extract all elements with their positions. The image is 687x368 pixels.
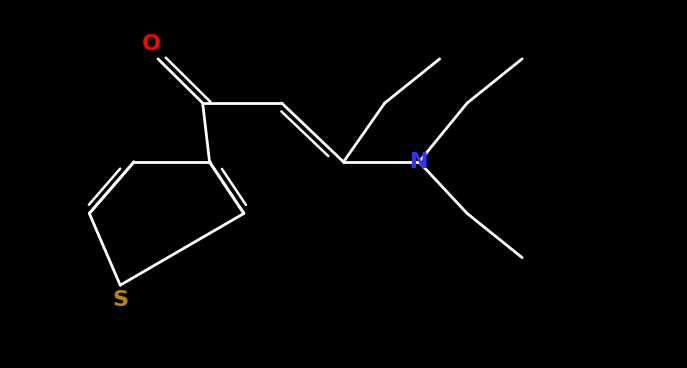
- Text: O: O: [142, 34, 161, 54]
- Text: N: N: [410, 152, 428, 172]
- Text: S: S: [112, 290, 128, 310]
